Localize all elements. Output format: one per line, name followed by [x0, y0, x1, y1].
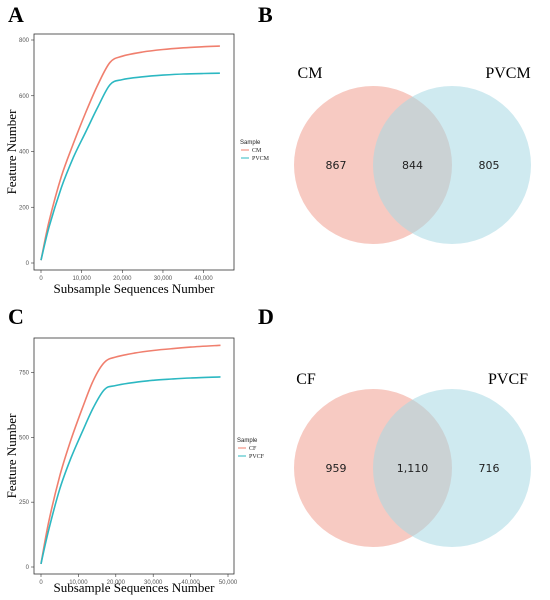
series-line-pvcm	[40, 72, 220, 261]
venn-count-overlap: 844	[402, 159, 423, 172]
venn-count-right-only: 805	[479, 159, 500, 172]
y-tick-label: 500	[19, 435, 30, 441]
x-tick-label: 20,000	[113, 276, 132, 282]
y-axis-title: Feature Number	[4, 109, 19, 195]
x-tick-label: 30,000	[144, 580, 163, 586]
series-line-cf	[40, 344, 221, 565]
plot-frame-a	[33, 33, 235, 271]
y-axis-title: Feature Number	[4, 413, 19, 499]
panel-label-b: B	[258, 2, 273, 27]
venn-circle-pvcm	[373, 86, 531, 244]
legend-label-pvcm: PVCM	[252, 156, 270, 162]
x-tick-label: 30,000	[154, 276, 173, 282]
legend-title: Sample	[237, 438, 258, 444]
plot-frame-c	[33, 337, 235, 575]
y-tick-label: 800	[19, 38, 30, 44]
y-tick-label: 750	[19, 371, 30, 377]
legend-title: Sample	[240, 140, 261, 146]
venn-label-cf: CF	[296, 371, 316, 388]
x-tick-label: 10,000	[69, 580, 88, 586]
y-tick-label: 400	[19, 150, 30, 156]
x-tick-label: 40,000	[181, 580, 200, 586]
x-tick-label: 0	[39, 276, 43, 282]
venn-label-pvcf: PVCF	[488, 371, 528, 388]
venn-count-left-only: 959	[326, 462, 347, 475]
x-tick-label: 40,000	[194, 276, 213, 282]
series-line-pvcf	[40, 376, 221, 565]
y-tick-label: 200	[19, 205, 30, 211]
x-tick-label: 0	[39, 580, 43, 586]
panel-label-d: D	[258, 304, 274, 329]
venn-count-right-only: 716	[479, 462, 500, 475]
x-axis-title: Subsample Sequences Number	[53, 281, 215, 296]
panel-label-c: C	[8, 304, 24, 329]
legend-label-cf: CF	[249, 446, 257, 452]
venn-count-left-only: 867	[326, 159, 347, 172]
panel-label-a: A	[8, 2, 24, 27]
legend-label-pvcf: PVCF	[249, 454, 265, 460]
venn-label-pvcm: PVCM	[485, 65, 530, 82]
legend-label-cm: CM	[252, 148, 262, 154]
venn-label-cm: CM	[298, 65, 323, 82]
x-tick-label: 50,000	[219, 580, 238, 586]
venn-circle-pvcf	[373, 389, 531, 547]
series-line-cm	[40, 45, 220, 261]
venn-count-overlap: 1,110	[397, 462, 429, 475]
y-tick-label: 250	[19, 500, 30, 506]
x-tick-label: 20,000	[107, 580, 126, 586]
x-axis-title: Subsample Sequences Number	[53, 580, 215, 595]
y-tick-label: 600	[19, 94, 30, 100]
y-tick-label: 0	[26, 565, 30, 571]
y-tick-label: 0	[26, 261, 30, 267]
x-tick-label: 10,000	[72, 276, 91, 282]
